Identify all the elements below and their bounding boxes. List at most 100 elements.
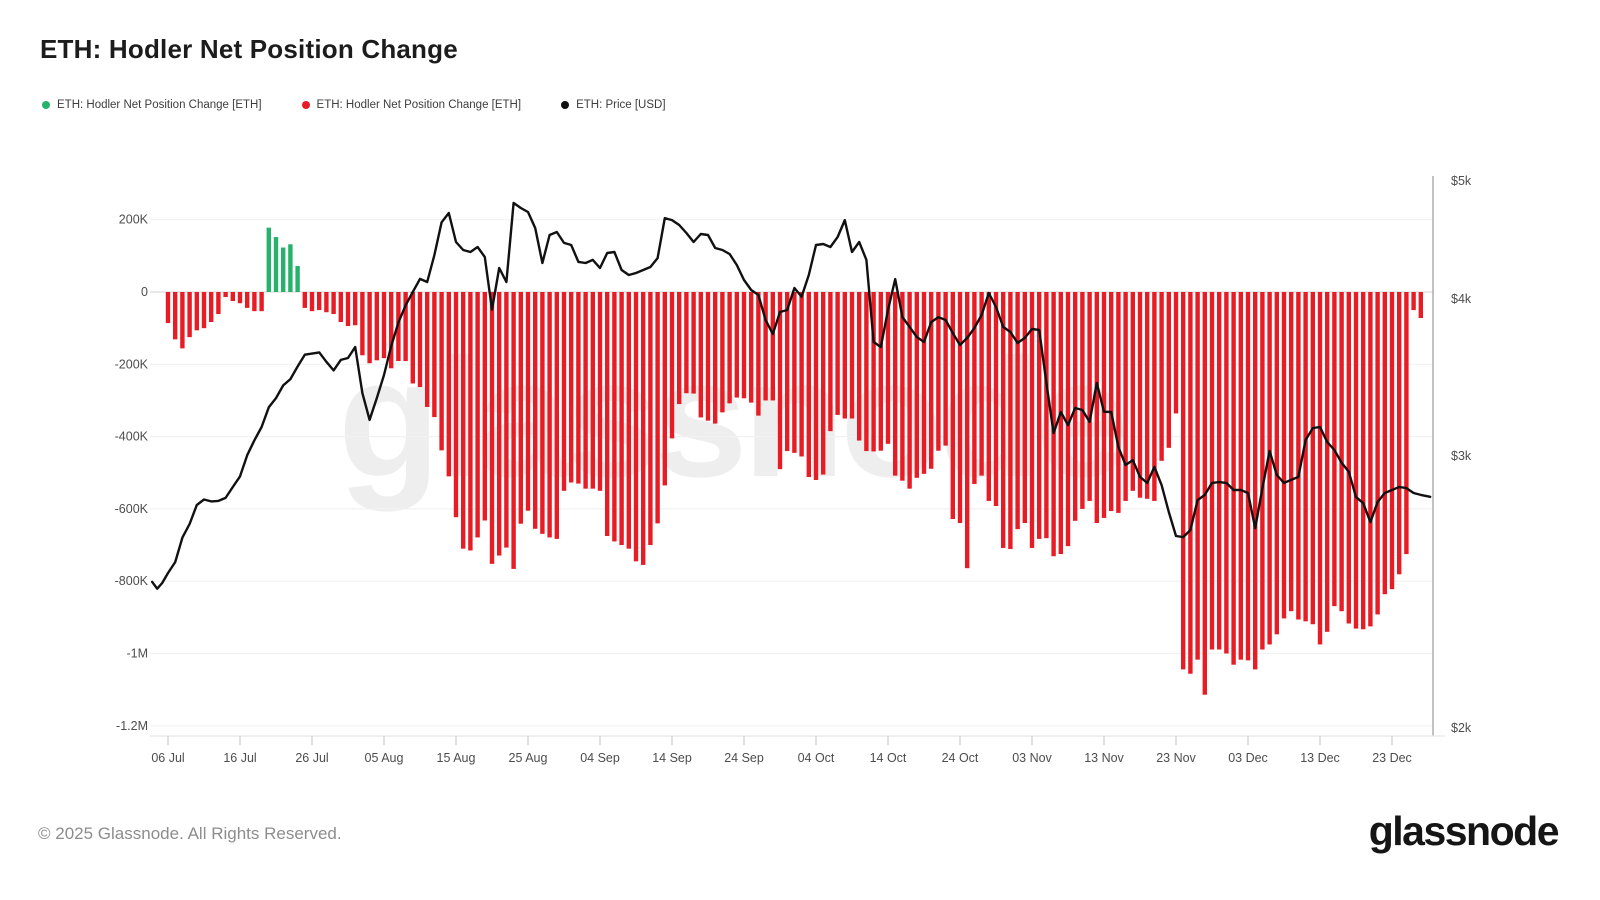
hodler-net-position-bar[interactable] <box>1116 292 1121 513</box>
hodler-net-position-bar[interactable] <box>914 292 919 478</box>
hodler-net-position-bar[interactable] <box>1353 292 1359 629</box>
hodler-net-position-bar[interactable] <box>317 292 322 311</box>
hodler-net-position-bar[interactable] <box>194 292 199 331</box>
hodler-net-position-bar[interactable] <box>993 292 999 507</box>
hodler-net-position-bar[interactable] <box>1015 292 1020 530</box>
hodler-net-position-bar[interactable] <box>936 292 941 451</box>
hodler-net-position-bar[interactable] <box>475 292 480 538</box>
hodler-net-position-bar[interactable] <box>1404 292 1409 555</box>
hodler-net-position-bar[interactable] <box>619 292 624 546</box>
hodler-net-position-bar[interactable] <box>403 292 408 362</box>
hodler-net-position-bar[interactable] <box>720 292 725 413</box>
hodler-net-position-bar[interactable] <box>223 292 228 298</box>
hodler-net-position-bar[interactable] <box>626 292 631 549</box>
hodler-net-position-bar[interactable] <box>1087 292 1092 501</box>
hodler-net-position-bar[interactable] <box>367 292 372 364</box>
hodler-net-position-bar[interactable] <box>1274 292 1279 635</box>
hodler-net-position-bar[interactable] <box>705 292 711 421</box>
hodler-net-position-bar[interactable] <box>1094 292 1099 523</box>
hodler-net-position-bar[interactable] <box>381 292 387 359</box>
hodler-net-position-bar[interactable] <box>425 292 430 407</box>
hodler-net-position-bar[interactable] <box>360 292 365 356</box>
hodler-net-position-bar[interactable] <box>173 292 178 340</box>
hodler-net-position-bar[interactable] <box>295 265 300 292</box>
hodler-net-position-bar[interactable] <box>237 292 243 304</box>
hodler-net-position-bar[interactable] <box>1044 292 1049 539</box>
hodler-net-position-bar[interactable] <box>201 292 207 329</box>
hodler-net-position-bar[interactable] <box>525 292 531 511</box>
hodler-net-position-bar[interactable] <box>461 292 466 549</box>
hodler-net-position-bar[interactable] <box>497 292 502 556</box>
hodler-net-position-bar[interactable] <box>943 292 948 446</box>
hodler-net-position-bar[interactable] <box>770 292 775 401</box>
hodler-net-position-bar[interactable] <box>1101 292 1107 518</box>
hodler-net-position-bar[interactable] <box>288 244 293 292</box>
hodler-net-position-bar[interactable] <box>583 292 588 489</box>
hodler-net-position-bar[interactable] <box>756 292 761 416</box>
hodler-net-position-bar[interactable] <box>230 292 235 302</box>
hodler-net-position-bar[interactable] <box>511 292 516 569</box>
hodler-net-position-bar[interactable] <box>849 292 855 419</box>
hodler-net-position-bar[interactable] <box>900 292 905 481</box>
hodler-net-position-bar[interactable] <box>1173 292 1179 414</box>
hodler-net-position-bar[interactable] <box>569 292 574 483</box>
hodler-net-position-bar[interactable] <box>1029 292 1035 548</box>
hodler-net-position-bar[interactable] <box>331 292 336 315</box>
hodler-net-position-bar[interactable] <box>1231 292 1236 665</box>
hodler-net-position-bar[interactable] <box>547 292 552 538</box>
hodler-net-position-bar[interactable] <box>209 292 214 322</box>
hodler-net-position-bar[interactable] <box>806 292 811 478</box>
hodler-net-position-bar[interactable] <box>324 292 329 313</box>
hodler-net-position-bar[interactable] <box>950 292 955 520</box>
hodler-net-position-bar[interactable] <box>1267 292 1272 645</box>
hodler-net-position-bar[interactable] <box>1375 292 1380 615</box>
hodler-net-position-bar[interactable] <box>576 292 581 484</box>
hodler-net-position-bar[interactable] <box>165 292 171 324</box>
hodler-net-position-bar[interactable] <box>1245 292 1251 661</box>
hodler-net-position-bar[interactable] <box>864 292 869 452</box>
hodler-net-position-bar[interactable] <box>1296 292 1301 620</box>
hodler-net-position-bar[interactable] <box>655 292 660 524</box>
hodler-net-position-bar[interactable] <box>540 292 545 534</box>
hodler-net-position-bar[interactable] <box>259 292 264 312</box>
hodler-net-position-bar[interactable] <box>1238 292 1243 660</box>
hodler-net-position-bar[interactable] <box>1080 292 1085 509</box>
hodler-net-position-bar[interactable] <box>698 292 703 418</box>
hodler-net-position-bar[interactable] <box>216 292 221 315</box>
hodler-net-position-bar[interactable] <box>749 292 754 403</box>
hodler-net-position-bar[interactable] <box>1253 292 1258 670</box>
hodler-net-position-bar[interactable] <box>1051 292 1056 557</box>
hodler-net-position-bar[interactable] <box>1361 292 1366 630</box>
hodler-net-position-bar[interactable] <box>417 292 423 388</box>
hodler-net-position-bar[interactable] <box>1152 292 1157 501</box>
hodler-net-position-bar[interactable] <box>1389 292 1395 590</box>
hodler-net-position-bar[interactable] <box>561 292 567 491</box>
hodler-net-position-bar[interactable] <box>1137 292 1143 498</box>
hodler-net-position-bar[interactable] <box>245 292 250 308</box>
hodler-net-position-bar[interactable] <box>597 292 603 491</box>
hodler-net-position-bar[interactable] <box>871 292 876 452</box>
hodler-net-position-bar[interactable] <box>1065 292 1071 547</box>
hodler-net-position-bar[interactable] <box>554 292 559 539</box>
hodler-net-position-bar[interactable] <box>1310 292 1315 625</box>
hodler-net-position-bar[interactable] <box>727 292 732 404</box>
hodler-net-position-bar[interactable] <box>1195 292 1200 660</box>
hodler-net-position-bar[interactable] <box>468 292 473 551</box>
hodler-net-position-bar[interactable] <box>1001 292 1006 548</box>
hodler-net-position-bar[interactable] <box>389 292 394 369</box>
hodler-net-position-bar[interactable] <box>1123 292 1128 501</box>
legend-item-1[interactable]: ETH: Hodler Net Position Change [ETH] <box>301 99 521 111</box>
hodler-net-position-bar[interactable] <box>792 292 797 453</box>
hodler-net-position-bar[interactable] <box>1382 292 1387 595</box>
hodler-net-position-bar[interactable] <box>533 292 538 529</box>
hodler-net-position-bar[interactable] <box>835 292 840 415</box>
hodler-net-position-bar[interactable] <box>878 292 883 451</box>
hodler-net-position-bar[interactable] <box>986 292 991 501</box>
hodler-net-position-bar[interactable] <box>1209 292 1215 650</box>
hodler-net-position-bar[interactable] <box>410 292 415 384</box>
hodler-net-position-bar[interactable] <box>374 292 379 361</box>
hodler-net-position-bar[interactable] <box>1073 292 1078 521</box>
hodler-net-position-bar[interactable] <box>1130 292 1135 491</box>
hodler-net-position-bar[interactable] <box>893 292 898 476</box>
hodler-net-position-bar[interactable] <box>504 292 509 548</box>
